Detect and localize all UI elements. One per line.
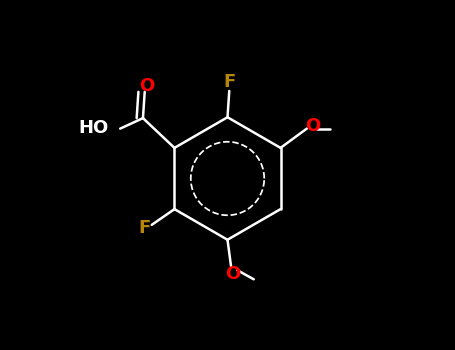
Text: HO: HO (79, 119, 109, 137)
Text: F: F (139, 219, 151, 237)
Text: O: O (305, 117, 321, 135)
Text: O: O (139, 77, 154, 95)
Text: O: O (225, 265, 240, 283)
Text: F: F (223, 73, 235, 91)
